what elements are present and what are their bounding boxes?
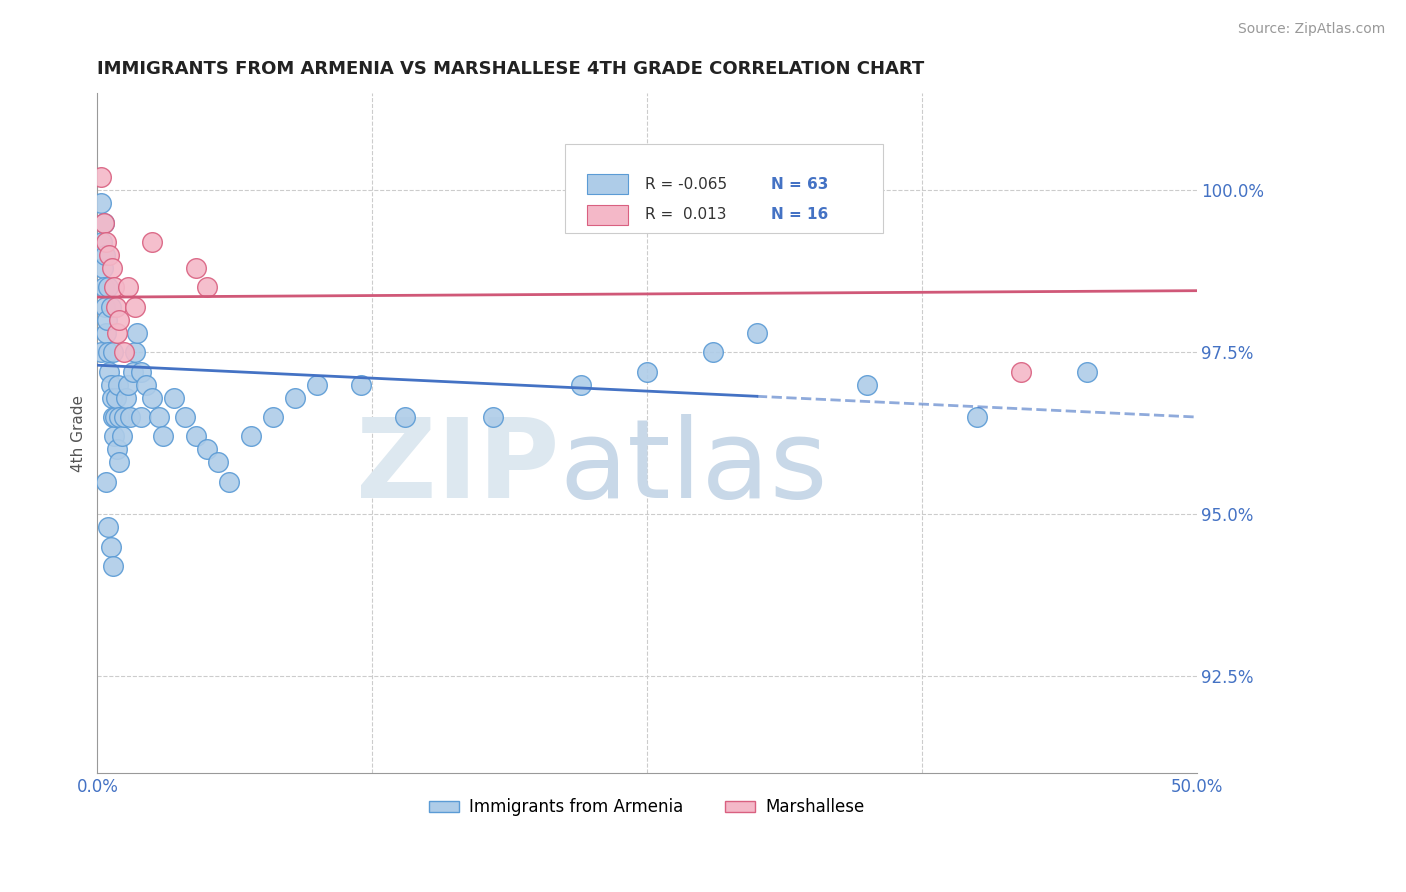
Point xyxy=(90,170,112,185)
Point xyxy=(108,410,131,425)
Point xyxy=(90,345,112,359)
Point xyxy=(107,377,129,392)
Point xyxy=(394,410,416,425)
Point xyxy=(91,260,114,275)
FancyBboxPatch shape xyxy=(586,174,628,194)
Text: N = 16: N = 16 xyxy=(770,207,828,222)
Point xyxy=(100,300,122,314)
Point xyxy=(94,235,117,249)
Point xyxy=(90,196,112,211)
Text: atlas: atlas xyxy=(560,414,828,521)
Point xyxy=(174,410,197,425)
Point xyxy=(131,365,153,379)
Point xyxy=(98,248,121,262)
Point xyxy=(94,300,117,314)
Point xyxy=(112,345,135,359)
Point xyxy=(1010,365,1032,379)
Point xyxy=(103,429,125,443)
Point xyxy=(100,540,122,554)
Point xyxy=(218,475,240,489)
Point xyxy=(94,326,117,340)
Text: ZIP: ZIP xyxy=(356,414,560,521)
Point xyxy=(120,410,142,425)
Point xyxy=(350,377,373,392)
Point xyxy=(117,377,139,392)
FancyBboxPatch shape xyxy=(586,204,628,225)
Point xyxy=(97,520,120,534)
Point xyxy=(207,455,229,469)
Point xyxy=(100,377,122,392)
Point xyxy=(966,410,988,425)
Point xyxy=(152,429,174,443)
Point xyxy=(103,280,125,294)
Point xyxy=(702,345,724,359)
Text: R = -0.065: R = -0.065 xyxy=(645,177,727,192)
Point xyxy=(124,300,146,314)
Point xyxy=(117,280,139,294)
Point xyxy=(100,391,122,405)
Point xyxy=(104,410,127,425)
Point xyxy=(856,377,879,392)
Point xyxy=(101,345,124,359)
Point xyxy=(93,280,115,294)
Point xyxy=(105,391,128,405)
Point xyxy=(94,248,117,262)
Point xyxy=(100,260,122,275)
Point xyxy=(125,326,148,340)
Point xyxy=(96,313,118,327)
Point xyxy=(636,365,658,379)
Point xyxy=(94,475,117,489)
Point xyxy=(90,235,112,249)
Point xyxy=(195,442,218,457)
Point xyxy=(195,280,218,294)
Text: IMMIGRANTS FROM ARMENIA VS MARSHALLESE 4TH GRADE CORRELATION CHART: IMMIGRANTS FROM ARMENIA VS MARSHALLESE 4… xyxy=(97,60,925,78)
Point xyxy=(148,410,170,425)
Point xyxy=(112,410,135,425)
Point xyxy=(124,345,146,359)
Point xyxy=(105,300,128,314)
Point xyxy=(115,391,138,405)
Point xyxy=(1076,365,1098,379)
Point xyxy=(482,410,505,425)
Point xyxy=(141,235,163,249)
Point xyxy=(121,365,143,379)
Point xyxy=(93,216,115,230)
Point xyxy=(141,391,163,405)
Point xyxy=(110,429,132,443)
Point xyxy=(101,410,124,425)
Point xyxy=(105,326,128,340)
FancyBboxPatch shape xyxy=(565,145,883,233)
Point xyxy=(93,216,115,230)
Text: R =  0.013: R = 0.013 xyxy=(645,207,727,222)
Point xyxy=(284,391,307,405)
Legend: Immigrants from Armenia, Marshallese: Immigrants from Armenia, Marshallese xyxy=(423,791,872,823)
Point xyxy=(108,313,131,327)
Point xyxy=(105,442,128,457)
Point xyxy=(186,260,208,275)
Point xyxy=(163,391,186,405)
Point xyxy=(262,410,284,425)
Point xyxy=(97,280,120,294)
Point xyxy=(307,377,329,392)
Text: N = 63: N = 63 xyxy=(770,177,828,192)
Y-axis label: 4th Grade: 4th Grade xyxy=(72,395,86,472)
Point xyxy=(97,345,120,359)
Point xyxy=(108,455,131,469)
Point xyxy=(186,429,208,443)
Point xyxy=(131,410,153,425)
Point xyxy=(569,377,592,392)
Point xyxy=(101,559,124,574)
Point xyxy=(240,429,263,443)
Text: Source: ZipAtlas.com: Source: ZipAtlas.com xyxy=(1237,22,1385,37)
Point xyxy=(98,365,121,379)
Point xyxy=(745,326,768,340)
Point xyxy=(135,377,157,392)
